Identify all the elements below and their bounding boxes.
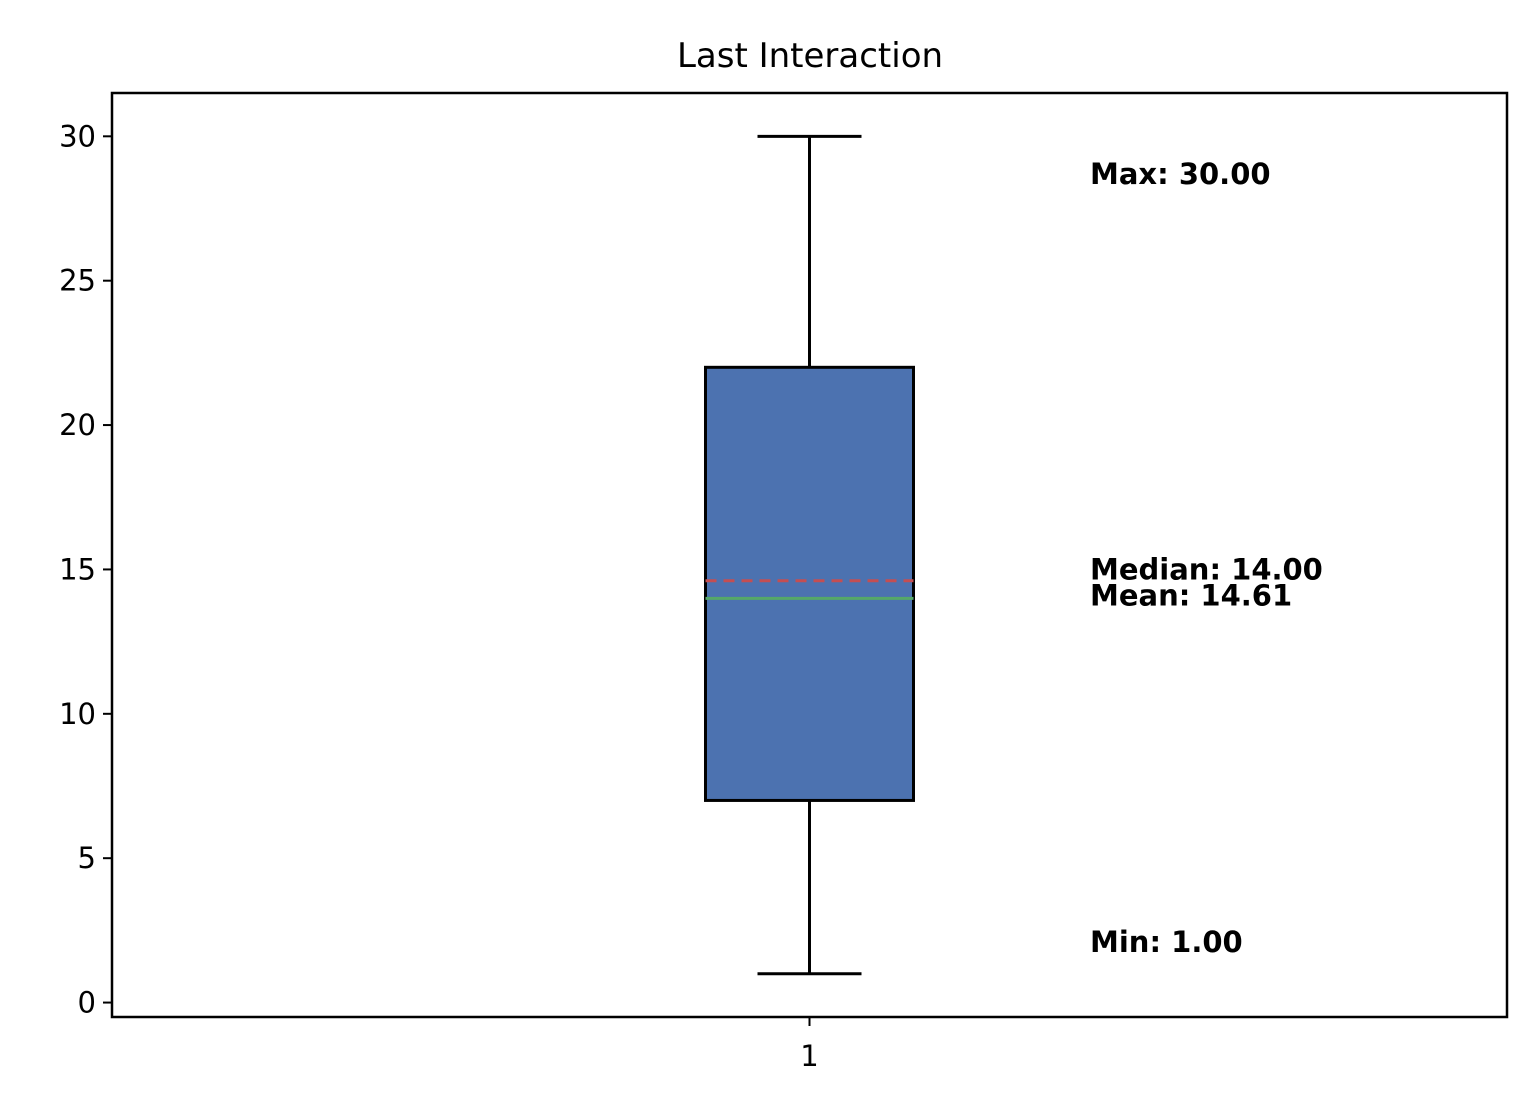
annotation-mean: Mean: 14.61 <box>1090 578 1292 612</box>
y-tick-label: 0 <box>78 986 96 1020</box>
chart-title: Last Interaction <box>677 36 943 76</box>
annotation-min: Min: 1.00 <box>1090 925 1243 959</box>
y-tick-label: 30 <box>59 119 96 153</box>
y-tick-label: 25 <box>59 264 96 298</box>
iqr-box <box>704 365 915 802</box>
y-tick-label: 20 <box>59 408 96 442</box>
annotation-median: Median: 14.00 <box>1090 552 1323 586</box>
y-tick-label: 5 <box>78 841 96 875</box>
annotation-max: Max: 30.00 <box>1090 157 1271 191</box>
y-tick-label: 10 <box>59 697 96 731</box>
y-tick-label: 15 <box>59 552 96 586</box>
x-tick-label: 1 <box>800 1039 818 1073</box>
